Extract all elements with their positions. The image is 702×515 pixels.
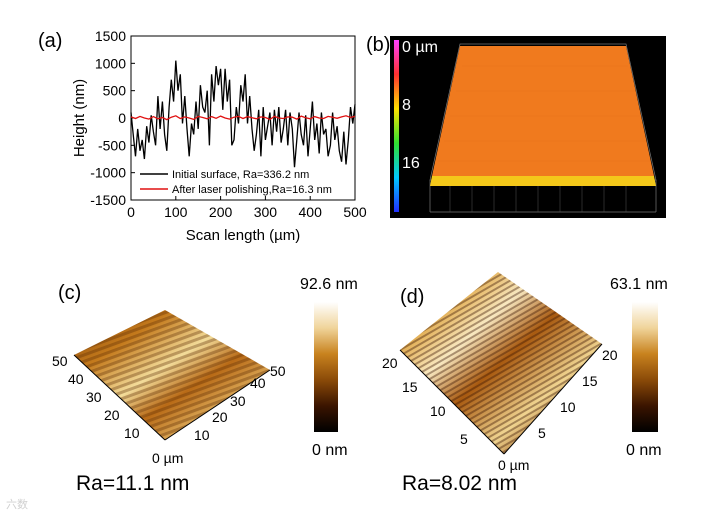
afm-texture-c [74, 310, 270, 440]
d-left-tick-20: 20 [382, 355, 398, 371]
ra-label-c: Ra=11.1 nm [76, 472, 190, 495]
chart-legend: Initial surface, Ra=336.2 nm After laser… [140, 169, 332, 196]
series-line-polished [130, 115, 356, 121]
ra-label-d: Ra=8.02 nm [402, 472, 517, 495]
x-tick-label: 500 [343, 204, 367, 220]
surface-edge [430, 176, 656, 186]
panel-c-afm: 50 40 30 20 10 10 20 30 40 50 0 µm [52, 310, 286, 466]
legend-text-polished: After laser polishing,Ra=16.3 nm [172, 184, 332, 196]
axis-left-c [73, 354, 166, 441]
y-tick-label: 0 [118, 110, 126, 126]
y-tick-label: -1000 [90, 165, 126, 181]
height-scale-bar [394, 40, 399, 212]
d-colorbar-bottom-label: 0 nm [626, 442, 662, 459]
d-colorbar-top-label: 63.1 nm [610, 276, 668, 293]
d-left-tick-15: 15 [402, 379, 418, 395]
y-tick-label: -500 [98, 137, 126, 153]
watermark: 六数 [6, 499, 28, 511]
afm-texture-d [400, 272, 602, 454]
c-left-tick-10: 10 [124, 425, 140, 441]
height-profile-chart: 0 100 200 300 400 500 -1500 -1000 -500 0 500 1000 15… [71, 28, 367, 244]
panel-d-afm: 20 15 10 5 5 10 15 20 0 µm [382, 272, 618, 473]
c-right-tick-50: 50 [270, 363, 286, 379]
x-tick-label: 0 [127, 204, 135, 220]
c-colorbar-bottom-label: 0 nm [312, 442, 348, 459]
axis-left-d [399, 349, 505, 455]
c-left-tick-30: 30 [86, 389, 102, 405]
d-right-tick-15: 15 [582, 373, 598, 389]
x-axis-label: Scan length (µm) [186, 227, 301, 244]
surface-texture [438, 65, 650, 162]
wireframe-grid [449, 186, 627, 212]
y-tick-label: 1000 [95, 55, 126, 71]
y-tick-label: 1500 [95, 28, 126, 44]
axis-right-d [503, 343, 603, 455]
d-left-tick-10: 10 [430, 403, 446, 419]
wireframe-box [429, 43, 657, 213]
c-left-tick-50: 50 [52, 353, 68, 369]
panel-b-3d-profile: 0 µm 8 16 [390, 36, 666, 218]
polished-surface [432, 46, 654, 176]
d-origin-label: 0 µm [498, 457, 529, 473]
panel-label-a: (a) [38, 30, 63, 52]
c-right-tick-10: 10 [194, 427, 210, 443]
panel-label-c: (c) [58, 282, 82, 304]
x-tick-label: 300 [254, 204, 278, 220]
c-left-tick-20: 20 [104, 407, 120, 423]
c-origin-label: 0 µm [152, 450, 183, 466]
c-left-tick-40: 40 [68, 371, 84, 387]
x-tick-label: 400 [299, 204, 323, 220]
c-right-tick-20: 20 [212, 409, 228, 425]
legend-text-initial: Initial surface, Ra=336.2 nm [172, 169, 309, 181]
d-colorbar [632, 302, 658, 432]
c-colorbar [314, 302, 338, 432]
c-colorbar-top-label: 92.6 nm [300, 276, 358, 293]
d-left-tick-5: 5 [460, 431, 468, 447]
c-right-tick-40: 40 [250, 375, 266, 391]
panel-label-b: (b) [366, 34, 391, 56]
y-axis-label: Height (nm) [71, 79, 88, 157]
d-right-tick-10: 10 [560, 399, 576, 415]
scale-label-8: 8 [402, 97, 411, 114]
d-right-tick-5: 5 [538, 425, 546, 441]
c-right-tick-30: 30 [230, 393, 246, 409]
scale-label-16: 16 [402, 155, 420, 172]
d-right-tick-20: 20 [602, 347, 618, 363]
y-tick-label: 500 [103, 83, 127, 99]
x-tick-label: 200 [209, 204, 233, 220]
scale-label-0: 0 µm [402, 39, 438, 56]
x-tick-label: 100 [164, 204, 188, 220]
series-line-initial [130, 60, 356, 168]
y-tick-label: -1500 [90, 192, 126, 208]
axis-right-c [164, 369, 271, 441]
panel-label-d: (d) [400, 286, 425, 308]
